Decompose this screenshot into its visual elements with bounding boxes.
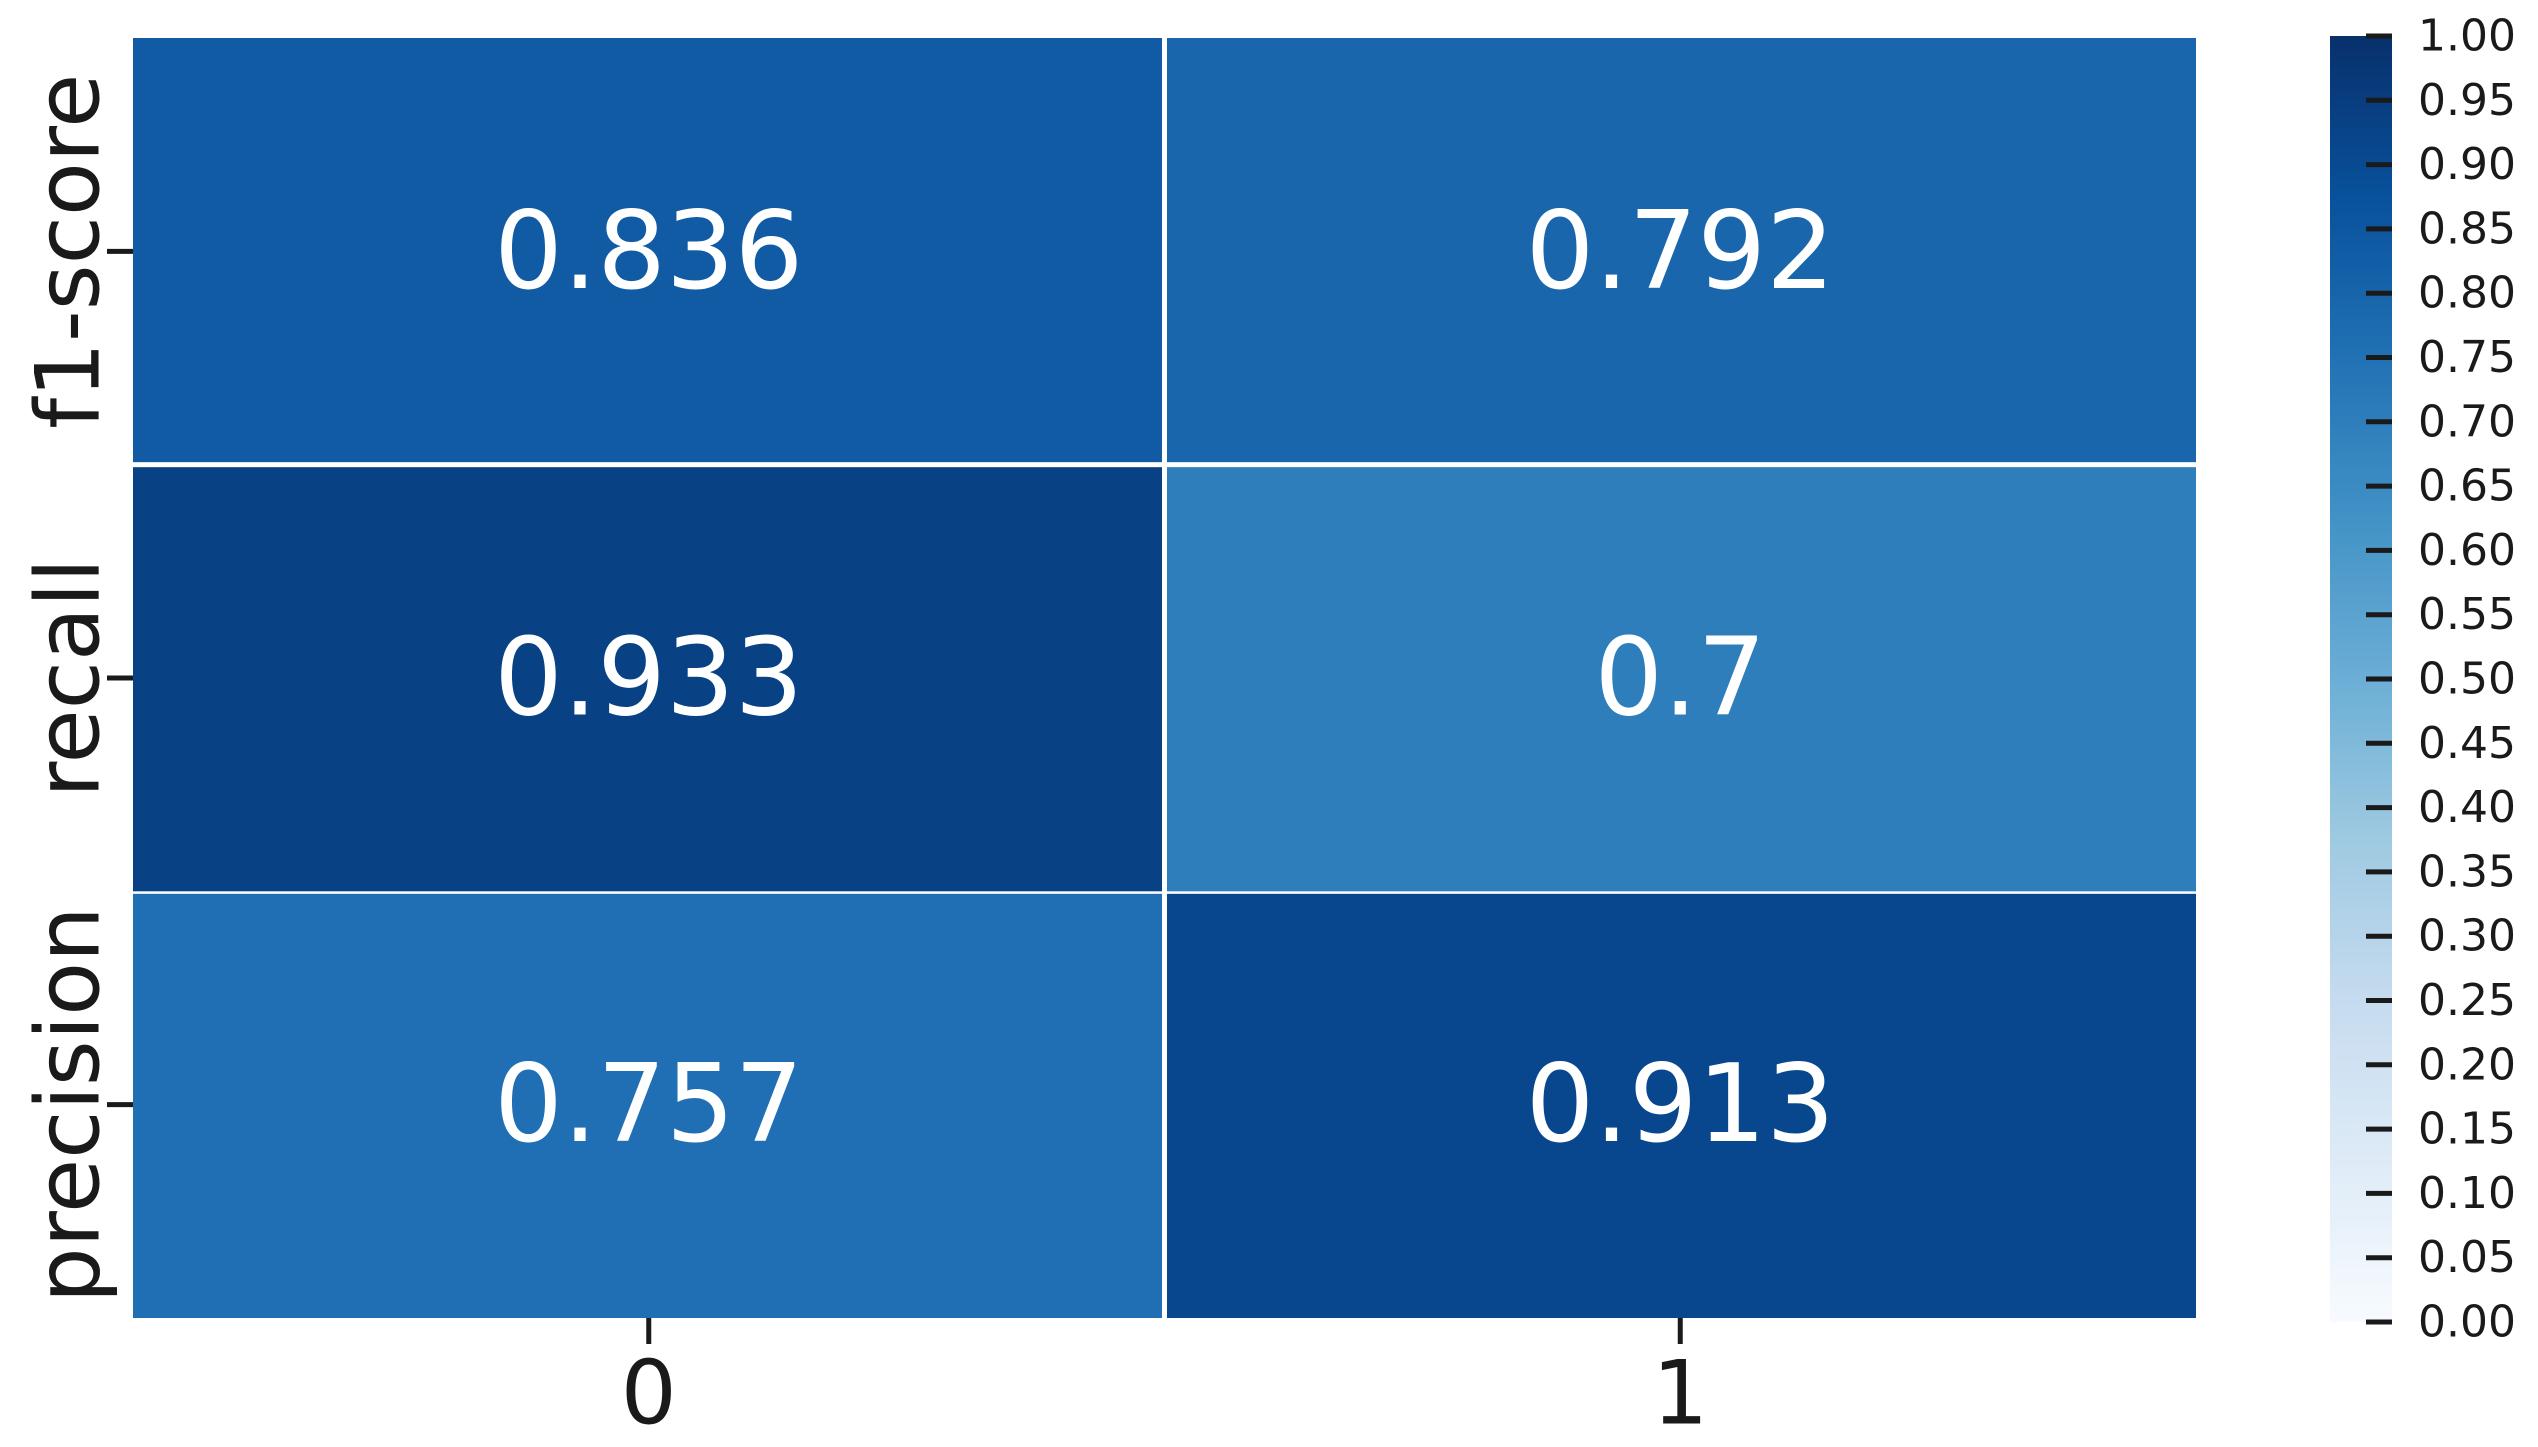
heatmap-cells (133, 38, 2196, 1318)
y-tick-label-recall: recall (17, 558, 120, 798)
colorbar-tick-label-0.60: 0.60 (2418, 525, 2516, 576)
cell-annotations: 0.836 0.792 0.933 0.7 0.757 0.913 (494, 189, 1835, 1167)
heatmap-cell-recall-0 (133, 467, 1162, 892)
colorbar-tick-label-0.55: 0.55 (2418, 589, 2516, 640)
colorbar-tick-label-0.45: 0.45 (2418, 718, 2516, 769)
colorbar-tick-label-0.75: 0.75 (2418, 332, 2516, 383)
heatmap-cell-f1-score-0 (133, 38, 1162, 463)
cell-label-f1-score-1: 0.792 (1526, 189, 1835, 314)
heatmap-cell-f1-score-1 (1167, 38, 2196, 463)
heatmap-cell-precision-0 (133, 893, 1162, 1318)
cell-label-precision-0: 0.757 (494, 1042, 803, 1167)
colorbar-tick-label-0.80: 0.80 (2418, 268, 2516, 319)
colorbar-tick-label-0.90: 0.90 (2418, 139, 2516, 190)
colorbar-tick-label-0.95: 0.95 (2418, 75, 2516, 126)
colorbar-tick-label-0.15: 0.15 (2418, 1104, 2516, 1155)
x-tick-label-0: 0 (621, 1342, 677, 1444)
colorbar-tick-label-0.85: 0.85 (2418, 203, 2516, 254)
colorbar-tick-label-0.70: 0.70 (2418, 396, 2516, 447)
colorbar-tick-label-0.00: 0.00 (2418, 1297, 2516, 1348)
colorbar-tick-label-0.05: 0.05 (2418, 1232, 2516, 1283)
heatmap-cell-recall-1 (1167, 467, 2196, 892)
colorbar-tick-label-0.50: 0.50 (2418, 654, 2516, 705)
colorbar-tick-label-0.40: 0.40 (2418, 782, 2516, 833)
colorbar-tick-label-0.10: 0.10 (2418, 1168, 2516, 1219)
cell-label-f1-score-0: 0.836 (494, 189, 803, 314)
x-tick-label-1: 1 (1652, 1342, 1708, 1444)
cell-label-precision-1: 0.913 (1526, 1042, 1835, 1167)
heatmap-cell-precision-1 (1167, 893, 2196, 1318)
colorbar-tick-label-0.65: 0.65 (2418, 461, 2516, 512)
colorbar: 0.00 0.05 0.10 0.15 0.20 0.25 0.30 0.35 0.40 0.45… (2330, 11, 2516, 1348)
colorbar-tick-label-0.25: 0.25 (2418, 975, 2516, 1026)
cell-label-recall-0: 0.933 (494, 616, 803, 741)
colorbar-tick-label-0.20: 0.20 (2418, 1039, 2516, 1090)
y-tick-label-precision: precision (17, 906, 120, 1303)
colorbar-tick-label-0.35: 0.35 (2418, 846, 2516, 897)
colorbar-tick-label-0.30: 0.30 (2418, 911, 2516, 962)
cell-label-recall-1: 0.7 (1594, 616, 1766, 741)
colorbar-tick-label-1.00: 1.00 (2418, 11, 2516, 62)
heatmap-axes: 0 1 f1-score recall precision (17, 74, 1709, 1445)
y-tick-label-f1-score: f1-score (17, 74, 120, 429)
